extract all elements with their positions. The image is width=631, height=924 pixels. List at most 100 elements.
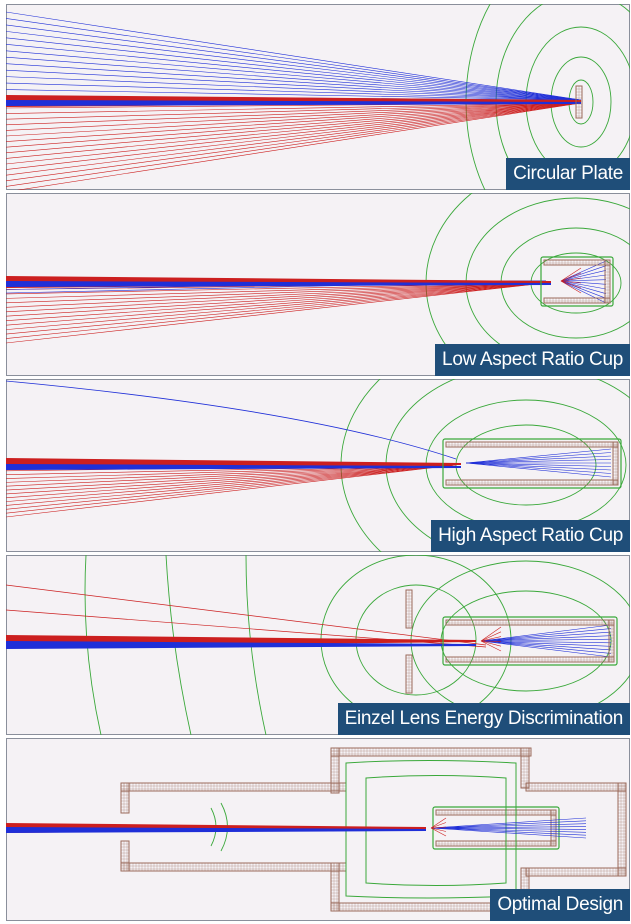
panel-label-circular-plate: Circular Plate bbox=[506, 158, 630, 190]
trajectory bbox=[480, 640, 612, 658]
trajectory bbox=[6, 464, 457, 502]
trajectory bbox=[560, 265, 607, 282]
trajectory bbox=[465, 459, 612, 464]
cup-field-contour bbox=[442, 438, 622, 489]
trajectory bbox=[6, 11, 582, 101]
trajectory bbox=[6, 31, 582, 101]
trajectory bbox=[6, 282, 547, 304]
trajectory bbox=[6, 18, 582, 101]
trajectory bbox=[16, 102, 582, 190]
trajectory bbox=[6, 282, 547, 339]
trajectory bbox=[430, 826, 447, 829]
inner-red-spray bbox=[480, 626, 502, 652]
trajectory bbox=[6, 102, 582, 120]
trajectory bbox=[560, 277, 582, 282]
inner-blue-spray bbox=[430, 817, 587, 839]
trajectory bbox=[430, 822, 447, 829]
trajectory bbox=[6, 464, 457, 487]
trajectory bbox=[560, 280, 582, 289]
trajectory bbox=[480, 640, 502, 652]
blue-beam-core bbox=[6, 641, 476, 649]
trajectory bbox=[480, 640, 502, 647]
trajectory bbox=[465, 455, 612, 464]
end-cap-back bbox=[617, 782, 627, 877]
trajectory bbox=[560, 272, 582, 282]
panel-label-einzel-lens-energy-discrimination: Einzel Lens Energy Discrimination bbox=[337, 703, 630, 735]
trajectory bbox=[6, 464, 457, 518]
trajectory bbox=[430, 827, 587, 839]
trajectory bbox=[6, 63, 582, 101]
cup-field-contour bbox=[540, 256, 614, 307]
trajectory bbox=[6, 102, 582, 131]
panel-label-high-aspect-ratio-cup: High Aspect Ratio Cup bbox=[431, 520, 630, 552]
electrode-outline bbox=[617, 782, 627, 877]
high-aspect-cup bbox=[442, 438, 622, 489]
trajectory bbox=[480, 631, 612, 642]
trajectory bbox=[430, 827, 447, 832]
trajectory bbox=[6, 102, 582, 142]
trajectory bbox=[6, 464, 457, 495]
inner-blue-spray bbox=[465, 448, 612, 478]
electrode-outline bbox=[612, 441, 619, 486]
outer-housing-left-top bbox=[120, 782, 130, 814]
traces bbox=[6, 379, 630, 552]
cup-top-wall bbox=[543, 259, 611, 266]
electrode-outline bbox=[604, 259, 611, 304]
trajectory bbox=[6, 464, 457, 514]
trajectory bbox=[6, 464, 457, 491]
trajectory bbox=[430, 827, 587, 830]
trajectory bbox=[560, 280, 582, 284]
red-trajectories bbox=[6, 282, 547, 344]
trajectory bbox=[6, 464, 457, 499]
blue-beam-core bbox=[6, 100, 581, 106]
trajectory bbox=[6, 282, 547, 335]
trajectory bbox=[6, 102, 582, 187]
trajectory bbox=[6, 102, 582, 148]
cup-back-wall bbox=[550, 809, 557, 847]
trajectory bbox=[480, 636, 502, 642]
trajectory bbox=[6, 102, 582, 114]
trajectory bbox=[480, 635, 612, 642]
trajectory bbox=[560, 270, 607, 282]
trajectory bbox=[6, 44, 582, 101]
panel-circular-plate: Circular Plate bbox=[6, 4, 630, 190]
trajectory bbox=[6, 102, 582, 170]
housing-right-top bbox=[520, 747, 530, 789]
trajectory bbox=[430, 820, 587, 829]
cup-top-wall bbox=[435, 809, 557, 816]
trajectory bbox=[6, 102, 582, 126]
trajectory bbox=[430, 817, 447, 829]
trajectory bbox=[6, 50, 582, 101]
panel-einzel-lens-energy-discrimination: Einzel Lens Energy Discrimination bbox=[6, 555, 630, 735]
trajectory bbox=[430, 817, 587, 829]
trajectory bbox=[6, 102, 582, 159]
cup-bottom-wall bbox=[435, 840, 557, 847]
inner-red-spray bbox=[560, 267, 582, 294]
einzel-cup bbox=[442, 616, 618, 666]
simulation-circular-plate bbox=[6, 4, 630, 190]
trajectory bbox=[6, 76, 582, 101]
trajectory bbox=[6, 56, 582, 101]
trajectory bbox=[6, 282, 547, 317]
panel-low-aspect-ratio-cup: Low Aspect Ratio Cup bbox=[6, 193, 630, 376]
einzel-lens-lower bbox=[405, 654, 413, 694]
trajectory bbox=[430, 827, 447, 837]
trajectory bbox=[6, 282, 547, 321]
trajectory bbox=[480, 628, 612, 642]
panel-label-low-aspect-ratio-cup: Low Aspect Ratio Cup bbox=[435, 344, 630, 376]
panel-high-aspect-ratio-cup: High Aspect Ratio Cup bbox=[6, 379, 630, 552]
trajectory bbox=[480, 626, 502, 642]
trajectory bbox=[465, 452, 612, 464]
end-cap-top bbox=[525, 782, 627, 792]
trajectory bbox=[480, 631, 502, 642]
traces bbox=[6, 747, 627, 912]
trajectory bbox=[465, 462, 612, 467]
housing-step-bottom bbox=[330, 862, 340, 912]
trajectory bbox=[480, 624, 612, 642]
cup-back-wall bbox=[612, 441, 619, 486]
low-aspect-cup bbox=[540, 256, 614, 307]
trajectory bbox=[560, 279, 607, 282]
cup-field-contour bbox=[442, 616, 618, 666]
inner-collector-cup bbox=[432, 806, 560, 850]
trajectory bbox=[560, 280, 607, 290]
